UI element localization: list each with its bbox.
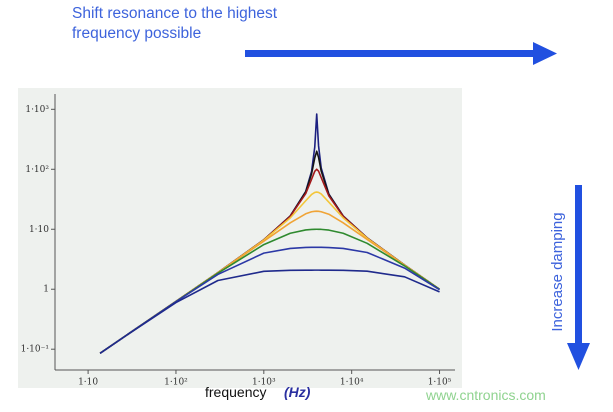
- x-axis-label: frequency: [205, 384, 266, 400]
- x-tick-label: 1·10⁴: [340, 378, 364, 388]
- x-tick-label: 1·10⁵: [428, 378, 452, 388]
- series-line: [99, 269, 440, 354]
- top-annotation: frequency possible: [72, 25, 201, 42]
- x-tick-label: 1·10²: [164, 378, 188, 388]
- y-tick-label: 1·10⁻¹: [21, 345, 49, 355]
- x-tick-label: 1·10: [78, 378, 98, 388]
- right-arrow: [245, 42, 557, 65]
- series-line: [99, 246, 440, 354]
- side-annotation: Increase damping: [549, 212, 566, 331]
- plot-background: [18, 88, 462, 388]
- x-axis-unit: (Hz): [284, 384, 311, 400]
- y-tick-label: 1·10²: [25, 165, 49, 175]
- y-tick-label: 1·10³: [25, 105, 49, 115]
- top-annotation: Shift resonance to the highest: [72, 5, 278, 22]
- down-arrow: [567, 185, 590, 370]
- y-tick-label: 1·10: [29, 225, 49, 235]
- y-tick-label: 1: [43, 285, 49, 295]
- x-tick-label: 1·10³: [252, 378, 276, 388]
- watermark: www.cntronics.com: [425, 387, 546, 403]
